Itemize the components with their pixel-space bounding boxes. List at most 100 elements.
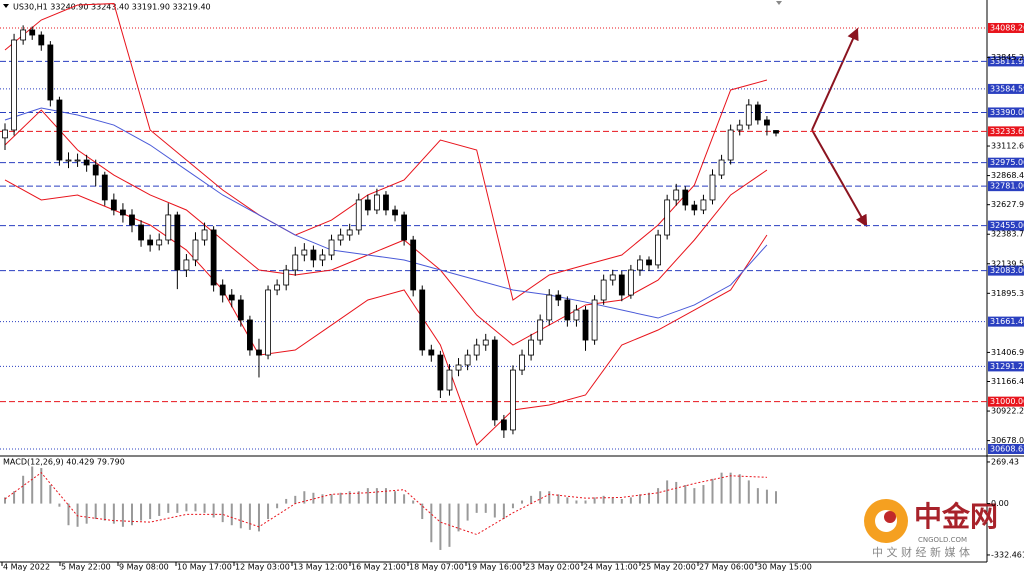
y-tick-label: 33112.60 [991, 142, 1024, 151]
level-label: 33811.92 [990, 57, 1024, 66]
candle-body [92, 164, 99, 176]
level-label: 32083.00 [990, 266, 1024, 275]
level-label: 30608.62 [990, 444, 1024, 453]
candle-body [618, 274, 625, 296]
macd-bar [511, 503, 514, 509]
level-label: 33233.63 [990, 127, 1024, 136]
candle-body [38, 34, 45, 46]
macd-bar [375, 488, 378, 504]
candle-body [773, 130, 779, 134]
bollinger-upper [4, 3, 768, 301]
macd-bar [294, 495, 297, 504]
macd-bar [4, 497, 6, 504]
x-tick-label: 9 May 08:00 [119, 563, 169, 572]
candle-body [437, 354, 444, 391]
x-tick-label: 23 May 02:00 [525, 563, 580, 572]
logo-slogan: 中 文 财 经 新 媒 体 [872, 545, 970, 559]
level-label: 34088.20 [990, 23, 1024, 32]
candle-body [664, 199, 671, 236]
candle-body [537, 319, 544, 341]
candle-body [346, 229, 353, 236]
macd-bar [321, 494, 324, 504]
candle-body [401, 214, 408, 241]
level-box [988, 157, 1024, 168]
moving-average [4, 107, 768, 319]
candle-body [691, 204, 698, 211]
macd-bar [212, 503, 215, 518]
macd-bar [357, 491, 360, 504]
macd-bar [675, 481, 678, 504]
macd-bar [49, 485, 52, 504]
level-box [988, 22, 1024, 33]
y-tick-label: 32627.90 [991, 200, 1024, 209]
candle-body [500, 419, 507, 431]
y-tick-label: 30678.00 [991, 436, 1024, 445]
candle-body [29, 29, 36, 36]
candle-body [410, 239, 417, 291]
candle-body [337, 234, 344, 241]
candle-body [201, 229, 208, 241]
candle-body [609, 274, 616, 281]
candle-body [718, 159, 725, 176]
macd-bar [521, 500, 524, 504]
macd-bar [257, 503, 260, 532]
level-label: 32455.00 [990, 221, 1024, 230]
candle-body [156, 239, 163, 246]
macd-bar [775, 491, 777, 504]
macd-bar [339, 492, 342, 504]
y-tick-label: 33845.25 [991, 53, 1024, 62]
candle-body [655, 234, 661, 266]
macd-bar [439, 503, 442, 550]
candle-body [419, 289, 426, 351]
macd-bar [648, 492, 651, 504]
candle-body [482, 339, 489, 346]
candle-body [101, 174, 108, 201]
x-tick-label: 12 May 03:00 [235, 563, 290, 572]
candle-body [519, 354, 525, 371]
y-tick-label: 31895.30 [991, 289, 1024, 298]
level-box [988, 107, 1024, 118]
time-marker [776, 1, 782, 5]
candle-body [573, 309, 580, 321]
logo-name: 中金网 [914, 500, 998, 533]
level-label: 31000.00 [990, 397, 1024, 406]
macd-bar [421, 503, 424, 520]
candle-body [147, 239, 154, 246]
candle-body [555, 294, 562, 301]
candle-body [428, 349, 435, 356]
level-box [988, 220, 1024, 231]
macd-bar [185, 503, 188, 512]
macd-bar [285, 498, 288, 504]
candle-body [283, 269, 290, 286]
candle-body [373, 194, 380, 211]
macd-bar [239, 503, 242, 529]
candle-body [627, 269, 634, 296]
macd-bar [276, 503, 279, 509]
macd-bar [557, 494, 560, 504]
macd-bar [149, 503, 152, 520]
candle-body [673, 189, 680, 201]
macd-tick-label: 269.43 [991, 457, 1019, 466]
macd-bar [629, 497, 632, 504]
x-tick-label: 24 May 11:00 [583, 563, 638, 572]
candle-body [582, 309, 589, 341]
macd-bar [602, 495, 605, 504]
menu-triangle [3, 4, 9, 8]
macd-bar [40, 468, 43, 504]
macd-bar [412, 500, 415, 504]
candle-body [591, 299, 598, 341]
level-label: 33584.59 [990, 84, 1024, 93]
macd-bar [403, 494, 406, 504]
x-tick-label: 4 May 2022 [3, 563, 50, 572]
macd-bar [94, 503, 97, 520]
macd-bar [738, 474, 741, 504]
macd-bar [303, 491, 306, 504]
macd-label: MACD(12,26,9) 40.429 79.790 [3, 458, 125, 467]
candle-body [564, 299, 571, 321]
y-tick-label: 32868.40 [991, 171, 1024, 180]
macd-bar [384, 488, 387, 504]
candle-body [646, 259, 652, 266]
macd-bar [248, 503, 251, 530]
x-tick-label: 13 May 12:00 [293, 563, 348, 572]
macd-bar [230, 503, 233, 526]
